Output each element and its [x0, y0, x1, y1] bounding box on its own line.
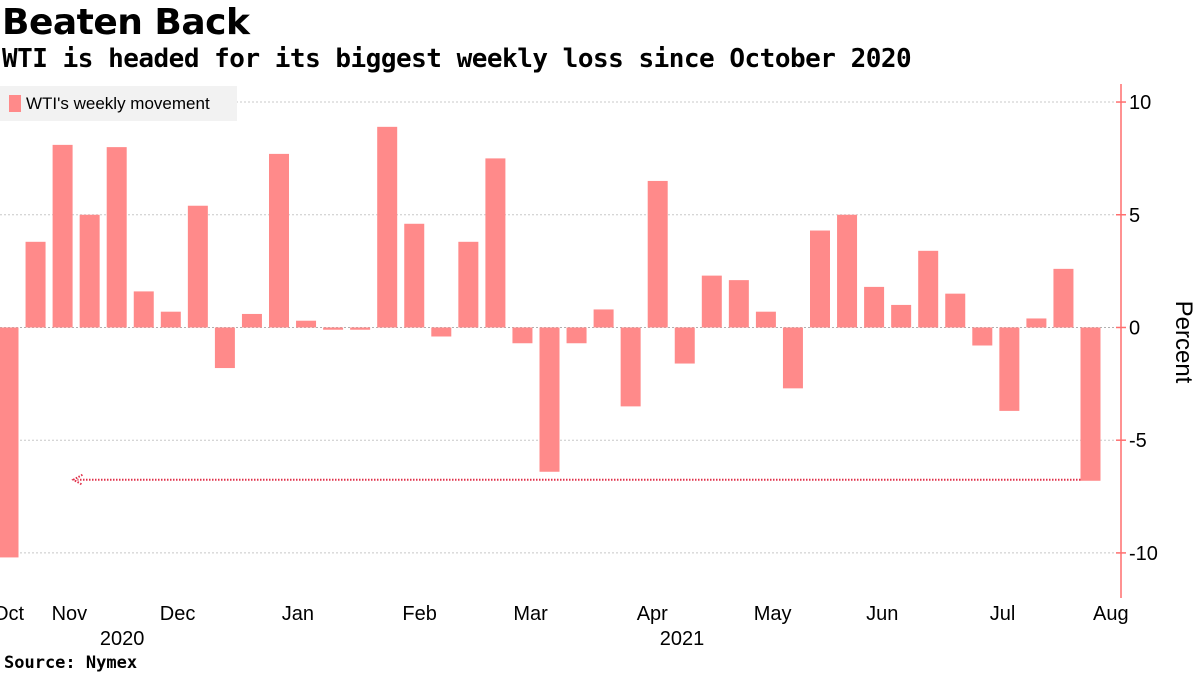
bar [79, 214, 100, 328]
bar [539, 327, 560, 472]
bar [999, 327, 1020, 411]
bar [512, 327, 533, 344]
annotation-layer [71, 473, 1081, 486]
bar [674, 327, 695, 364]
y-tick-label: 5 [1129, 205, 1140, 227]
bar [1053, 268, 1074, 328]
bar [755, 311, 776, 328]
chart-title: Beaten Back [2, 2, 250, 43]
y-tick-label: 0 [1129, 317, 1140, 339]
x-tick-label: Jan [282, 603, 314, 625]
bar [214, 327, 235, 369]
legend: WTI's weekly movement [0, 86, 237, 121]
bar [133, 291, 154, 328]
y-axis-title: Percent [1170, 301, 1197, 384]
bar [891, 304, 912, 328]
bar [25, 241, 46, 328]
bar [160, 311, 181, 328]
x-tick-label: Dec [160, 603, 196, 625]
bar [187, 205, 208, 328]
bar [431, 327, 452, 337]
x-tick-label: Nov [52, 603, 88, 625]
x-tick-label: Feb [402, 603, 436, 625]
bar [485, 158, 506, 328]
bar [566, 327, 587, 344]
bar [350, 327, 371, 330]
bar [945, 293, 966, 328]
x-tick-label: Jul [990, 603, 1016, 625]
y-axis: 10 5 0 -5 -10 Percent [1116, 84, 1197, 598]
x-tick-label: Aug [1093, 603, 1129, 625]
bar [701, 275, 722, 328]
y-tick-label: -10 [1129, 543, 1158, 565]
legend-label: WTI's weekly movement [26, 94, 210, 113]
annotation-arrowhead [71, 473, 83, 486]
bar [106, 147, 127, 328]
x-year-label: 2020 [100, 628, 145, 650]
bar [269, 153, 289, 328]
x-tick-label: Jun [866, 603, 898, 625]
x-tick-label: Apr [637, 603, 668, 625]
bar [404, 223, 425, 328]
bar [52, 144, 73, 328]
bar [593, 309, 614, 328]
bar [0, 327, 19, 558]
y-tick-label: -5 [1129, 430, 1147, 452]
bar-series [0, 126, 1101, 558]
bar [620, 327, 641, 407]
bar [1026, 318, 1047, 328]
x-year-label: 2021 [660, 628, 705, 650]
bar [1080, 327, 1101, 481]
y-tick-label: 10 [1129, 92, 1151, 114]
x-tick-label: Oct [0, 603, 24, 625]
legend-swatch [9, 95, 21, 112]
bar [458, 241, 479, 328]
bar [837, 214, 858, 328]
bar [323, 327, 344, 330]
source-note: Source: Nymex [4, 653, 138, 673]
bar [972, 327, 993, 346]
chart-subtitle: WTI is headed for its biggest weekly los… [2, 44, 912, 74]
x-tick-label: May [754, 603, 792, 625]
x-tick-label: Mar [513, 603, 548, 625]
bar [864, 286, 885, 328]
x-axis: Oct Nov Dec Jan Feb Mar Apr May Jun Jul Aug 2020 202… [0, 603, 1129, 650]
bar [918, 250, 939, 328]
legend-box [0, 86, 237, 121]
bar [241, 313, 262, 328]
bar [728, 280, 749, 328]
bar [296, 320, 317, 328]
bar [810, 230, 830, 328]
bar [647, 180, 668, 328]
bar [782, 327, 803, 389]
bar [377, 126, 398, 328]
